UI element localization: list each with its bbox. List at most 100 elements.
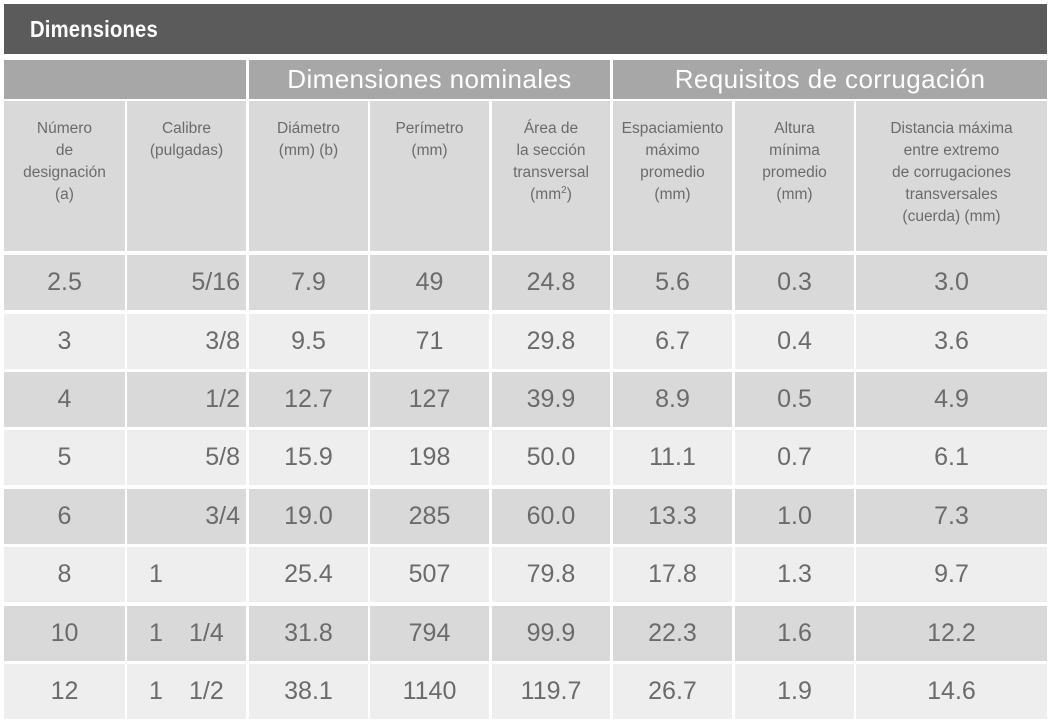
- table-cell-diameter-value: 31.8: [284, 619, 333, 647]
- table-cell-diameter: 7.9: [249, 255, 368, 310]
- table-cell-area: 50.0: [492, 430, 610, 485]
- table-cell-height: 0.3: [735, 255, 854, 310]
- table-cell-perimeter: 1140: [370, 664, 489, 719]
- table-cell-diameter: 15.9: [249, 430, 368, 485]
- table-cell-perimeter: 49: [370, 255, 489, 310]
- table-cell-area: 24.8: [492, 255, 610, 310]
- table-cell-designation-value: 5: [57, 443, 72, 471]
- group-header-nominal: Dimensiones nominales: [249, 60, 610, 99]
- table-cell-height: 1.6: [735, 606, 854, 661]
- column-header-height-label: Altura mínima promedio (mm): [762, 120, 827, 203]
- table-cell-designation: 2.5: [4, 255, 125, 310]
- table-cell-gauge: 3/4: [127, 489, 246, 544]
- table-cell-distance-value: 12.2: [927, 619, 976, 647]
- gauge-whole: 1: [149, 619, 163, 647]
- gauge-fraction: 1/4: [189, 619, 224, 647]
- table-cell-distance: 9.7: [856, 547, 1047, 602]
- table-cell-spacing: 11.1: [613, 430, 732, 485]
- table-cell-diameter-value: 9.5: [291, 327, 326, 355]
- table-cell-height: 1.9: [735, 664, 854, 719]
- table-cell-perimeter: 127: [370, 372, 489, 427]
- table-cell-gauge: 5/16: [127, 255, 246, 310]
- area-unit-close: ): [566, 186, 572, 203]
- table-cell-diameter-value: 7.9: [291, 268, 326, 296]
- table-cell-spacing: 13.3: [613, 489, 732, 544]
- table-cell-distance-value: 3.0: [934, 268, 969, 296]
- table-cell-perimeter-value: 71: [415, 327, 444, 355]
- table-cell-perimeter-value: 1140: [402, 677, 457, 705]
- table-cell-diameter: 25.4: [249, 547, 368, 602]
- table-cell-distance-value: 6.1: [934, 443, 969, 471]
- table-cell-gauge: 1 1/2: [127, 664, 246, 719]
- group-header-nominal-label: Dimensiones nominales: [287, 64, 572, 94]
- table-cell-spacing-value: 11.1: [649, 443, 696, 471]
- table-cell-diameter: 38.1: [249, 664, 368, 719]
- table-cell-perimeter-value: 127: [408, 385, 451, 413]
- table-cell-spacing-value: 5.6: [655, 268, 690, 296]
- table-cell-designation: 4: [4, 372, 125, 427]
- table-cell-height-value: 1.6: [777, 619, 812, 647]
- gauge-fraction: 5/8: [205, 443, 240, 471]
- table-cell-perimeter: 285: [370, 489, 489, 544]
- table-cell-designation: 5: [4, 430, 125, 485]
- table-cell-diameter: 19.0: [249, 489, 368, 544]
- table-cell-height-value: 0.3: [777, 268, 812, 296]
- table-cell-spacing: 6.7: [613, 314, 732, 369]
- column-header-area: Área de la sección transversal (mm2): [492, 101, 610, 251]
- table-cell-distance: 6.1: [856, 430, 1047, 485]
- table-cell-height: 0.4: [735, 314, 854, 369]
- column-header-gauge: Calibre (pulgadas): [127, 101, 246, 251]
- table-cell-diameter-value: 12.7: [284, 385, 333, 413]
- column-header-perimeter: Perímetro (mm): [370, 101, 489, 251]
- table-cell-area: 29.8: [492, 314, 610, 369]
- column-header-diameter-label: Diámetro (mm) (b): [277, 120, 340, 159]
- table-cell-perimeter-value: 794: [408, 619, 451, 647]
- column-header-diameter: Diámetro (mm) (b): [249, 101, 368, 251]
- table-cell-diameter: 31.8: [249, 606, 368, 661]
- table-cell-area-value: 24.8: [526, 268, 576, 296]
- column-header-spacing-text: Espaciamiento máximo promedio (mm): [622, 118, 724, 206]
- column-header-gauge-text: Calibre (pulgadas): [150, 118, 223, 162]
- table-cell-diameter: 12.7: [249, 372, 368, 427]
- table-cell-designation-value: 8: [57, 560, 72, 588]
- table-cell-gauge: 5/8: [127, 430, 246, 485]
- table-cell-height: 1.0: [735, 489, 854, 544]
- column-header-distance: Distancia máxima entre extremo de corrug…: [856, 101, 1047, 251]
- table-cell-perimeter-value: 507: [408, 560, 451, 588]
- table-cell-area: 39.9: [492, 372, 610, 427]
- column-header-designation-label: Número de designación (a): [23, 120, 106, 203]
- table-title: Dimensiones: [30, 16, 158, 42]
- table-cell-height-value: 0.5: [777, 385, 812, 413]
- area-unit-superscript: 2: [561, 184, 567, 196]
- column-header-area-text: Área de la sección transversal (mm2): [513, 118, 589, 206]
- table-cell-distance-value: 14.6: [927, 677, 976, 705]
- table-cell-spacing-value: 8.9: [655, 385, 690, 413]
- table-cell-perimeter-value: 285: [408, 502, 451, 530]
- table-cell-height-value: 1.0: [777, 502, 812, 530]
- table-cell-perimeter-value: 49: [415, 268, 444, 296]
- table-cell-spacing: 8.9: [613, 372, 732, 427]
- table-cell-spacing: 17.8: [613, 547, 732, 602]
- table-cell-distance: 7.3: [856, 489, 1047, 544]
- table-cell-spacing-value: 6.7: [655, 327, 690, 355]
- table-cell-height: 0.7: [735, 430, 854, 485]
- table-cell-distance-value: 9.7: [934, 560, 969, 588]
- table-cell-area: 79.8: [492, 547, 610, 602]
- table-cell-diameter-value: 19.0: [284, 502, 333, 530]
- table-cell-gauge: 3/8: [127, 314, 246, 369]
- table-cell-distance: 4.9: [856, 372, 1047, 427]
- table-cell-designation-value: 4: [57, 385, 72, 413]
- table-cell-distance-value: 4.9: [934, 385, 969, 413]
- table-cell-distance: 3.0: [856, 255, 1047, 310]
- table-cell-designation-value: 2.5: [47, 268, 82, 296]
- table-cell-area-value: 79.8: [526, 560, 576, 588]
- column-header-perimeter-label: Perímetro (mm): [395, 120, 464, 159]
- gauge-fraction: 1/2: [205, 385, 240, 413]
- gauge-fraction: 3/8: [205, 327, 240, 355]
- table-cell-distance-value: 3.6: [934, 327, 969, 355]
- table-cell-height: 1.3: [735, 547, 854, 602]
- table-cell-diameter-value: 15.9: [284, 443, 333, 471]
- table-cell-height-value: 0.7: [777, 443, 812, 471]
- table-cell-area-value: 39.9: [526, 385, 576, 413]
